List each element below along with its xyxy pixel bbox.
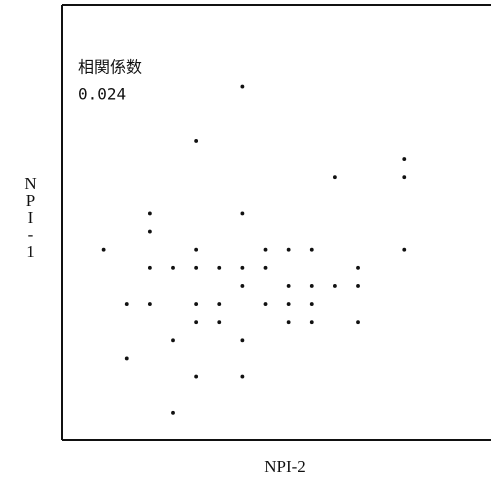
point [171,338,175,343]
point [286,302,291,306]
point [217,320,222,325]
point [147,229,152,234]
point [194,139,199,143]
point [402,175,407,180]
point [101,247,106,252]
point [240,265,245,270]
point [240,284,245,288]
point [263,247,268,252]
point [402,247,407,252]
point [217,265,222,270]
annotation: 0.024 [78,85,126,104]
point [171,265,175,270]
point [263,265,268,270]
point [309,302,314,306]
point [286,284,291,288]
point [240,338,245,343]
point [171,410,175,415]
point [309,320,314,325]
point [240,211,245,216]
point [240,374,245,379]
point [147,302,152,306]
point [309,284,314,288]
x-axis-label: NPI-2 [264,457,306,476]
point [263,302,268,306]
point [194,374,199,379]
point [240,84,245,89]
point [194,302,199,306]
point [217,302,222,306]
point [309,247,314,252]
point [147,265,152,270]
point [356,265,360,270]
point [332,175,337,180]
point [194,265,199,270]
point [124,356,129,361]
point [194,320,199,325]
point [124,302,129,306]
point [356,284,360,288]
point [194,247,199,252]
annotation: 相関係数 [78,58,142,77]
point [286,247,291,252]
point [286,320,291,325]
point [356,320,360,325]
point [332,284,337,288]
point [147,211,152,216]
point [402,157,407,161]
y-axis-label: NPI-1 [21,174,40,259]
